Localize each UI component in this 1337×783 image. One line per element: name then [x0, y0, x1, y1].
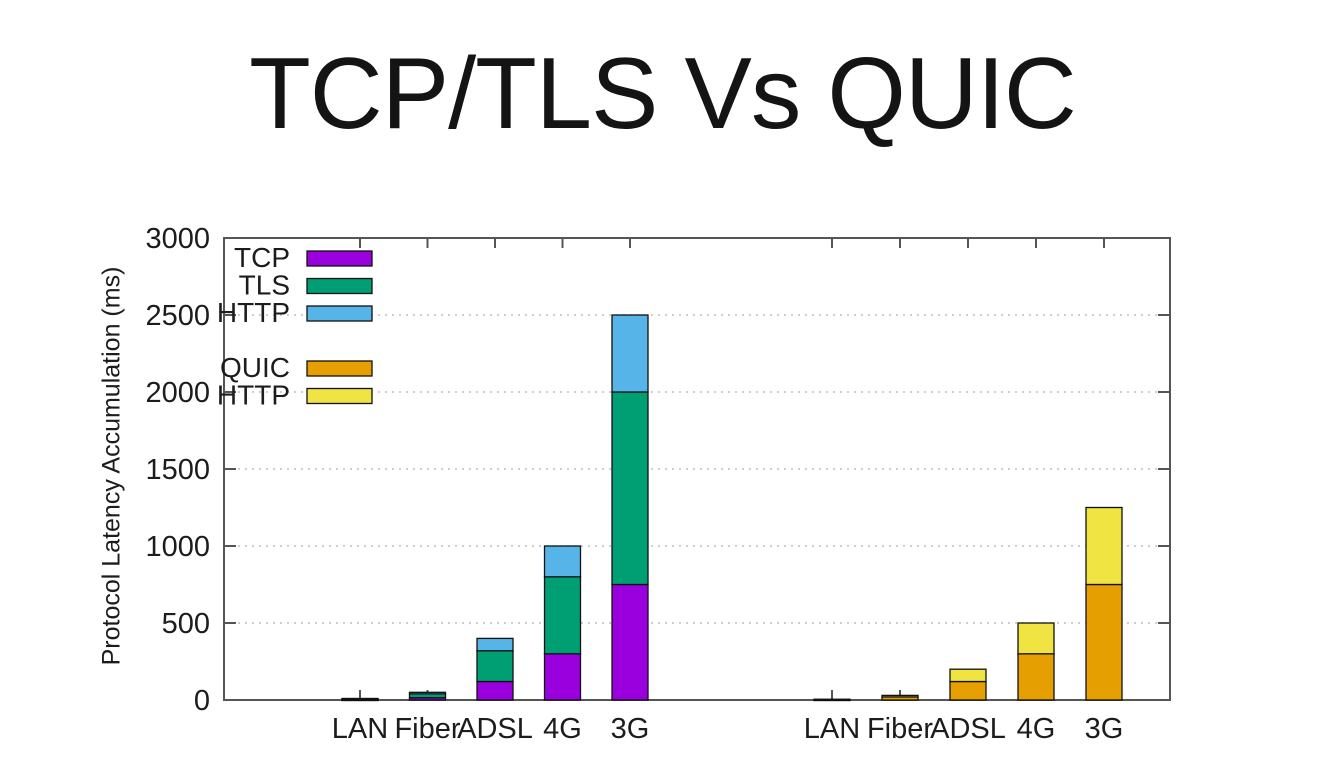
- bar-tcp-tls-ADSL-HTTP: [476, 637, 514, 652]
- legend-swatch-HTTP: [306, 305, 373, 322]
- bar-quic-Fiber-HTTP: [881, 694, 919, 698]
- y-tick-label: 2000: [145, 377, 210, 409]
- bar-quic-4G-QUIC: [1017, 653, 1055, 701]
- y-tick-label: 1000: [145, 531, 210, 563]
- x-category-label: ADSL: [930, 713, 1006, 745]
- bar-tcp-tls-ADSL-TCP: [476, 680, 514, 701]
- legend-label-TCP: TCP: [234, 242, 290, 273]
- y-tick-label: 500: [162, 608, 210, 640]
- x-category-label: 4G: [543, 713, 582, 745]
- bar-tcp-tls-4G-TCP: [543, 653, 582, 701]
- x-category-label: 3G: [1085, 713, 1124, 745]
- legend-swatch-HTTP: [306, 387, 373, 405]
- bar-tcp-tls-ADSL-TLS: [476, 650, 514, 683]
- bar-quic-ADSL-QUIC: [949, 680, 987, 701]
- legend-swatch-TLS: [306, 277, 373, 295]
- bar-tcp-tls-3G-TCP: [611, 583, 649, 701]
- x-category-label: LAN: [332, 713, 388, 745]
- bar-tcp-tls-LAN-HTTP: [341, 697, 379, 701]
- bar-tcp-tls-3G-HTTP: [611, 314, 649, 393]
- legend-swatch-TCP: [306, 250, 373, 267]
- bar-quic-4G-HTTP: [1017, 622, 1055, 655]
- legend-label-HTTP: HTTP: [217, 297, 290, 328]
- legend-label-TLS: TLS: [239, 270, 290, 301]
- bar-tcp-tls-Fiber-HTTP: [408, 691, 447, 695]
- page-title: TCP/TLS Vs QUIC: [249, 38, 1077, 150]
- legend-label-HTTP: HTTP: [217, 380, 290, 411]
- x-category-label: LAN: [804, 713, 860, 745]
- bar-quic-3G-QUIC: [1085, 583, 1123, 701]
- bar-quic-LAN-HTTP: [813, 698, 851, 701]
- bar-tcp-tls-4G-TLS: [543, 576, 582, 655]
- legend-label-QUIC: QUIC: [220, 352, 290, 383]
- y-tick-label: 0: [194, 685, 210, 717]
- x-category-label: ADSL: [457, 713, 533, 745]
- legend-swatch-QUIC: [306, 360, 373, 377]
- x-category-label: Fiber: [867, 713, 933, 745]
- x-category-label: 4G: [1017, 713, 1056, 745]
- y-tick-label: 3000: [145, 223, 210, 255]
- bar-quic-3G-HTTP: [1085, 506, 1123, 586]
- x-category-label: 3G: [611, 713, 650, 745]
- y-tick-label: 2500: [145, 300, 210, 332]
- bar-tcp-tls-3G-TLS: [611, 391, 649, 586]
- bar-tcp-tls-4G-HTTP: [543, 545, 582, 578]
- y-tick-label: 1500: [145, 454, 210, 486]
- x-category-label: Fiber: [394, 713, 460, 745]
- bar-quic-ADSL-HTTP: [949, 668, 987, 683]
